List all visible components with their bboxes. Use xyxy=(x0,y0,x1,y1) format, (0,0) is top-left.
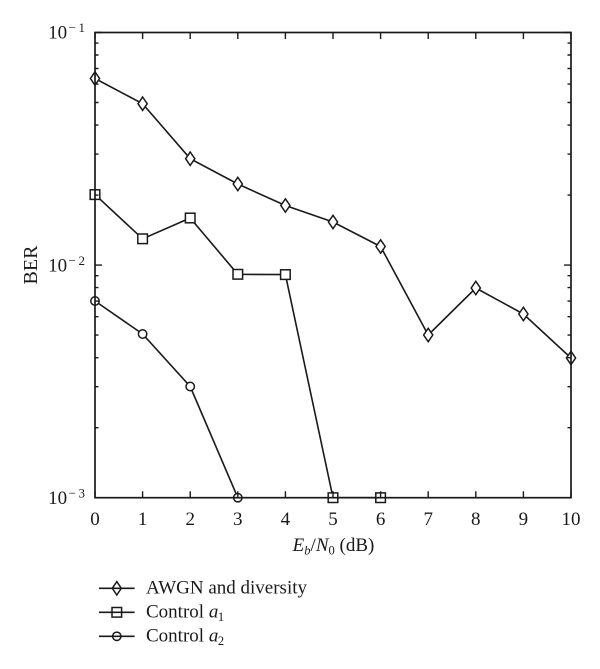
svg-text:10− 3: 10− 3 xyxy=(48,485,85,509)
svg-text:7: 7 xyxy=(423,509,433,530)
svg-text:3: 3 xyxy=(233,509,243,530)
svg-text:2: 2 xyxy=(185,509,195,530)
svg-text:10: 10 xyxy=(562,509,581,530)
svg-text:6: 6 xyxy=(376,509,386,530)
svg-text:BER: BER xyxy=(20,245,42,285)
svg-text:0: 0 xyxy=(90,509,100,530)
svg-text:Control a1: Control a1 xyxy=(146,602,224,625)
svg-text:1: 1 xyxy=(138,509,148,530)
svg-text:5: 5 xyxy=(328,509,338,530)
svg-text:10− 1: 10− 1 xyxy=(48,20,85,44)
svg-text:Control a2: Control a2 xyxy=(146,626,224,649)
svg-text:AWGN and diversity: AWGN and diversity xyxy=(146,578,307,599)
svg-text:10− 2: 10− 2 xyxy=(48,253,85,277)
svg-text:9: 9 xyxy=(519,509,529,530)
svg-text:Eb/N0 (dB): Eb/N0 (dB) xyxy=(292,535,375,558)
svg-text:4: 4 xyxy=(281,509,291,530)
svg-text:8: 8 xyxy=(471,509,481,530)
